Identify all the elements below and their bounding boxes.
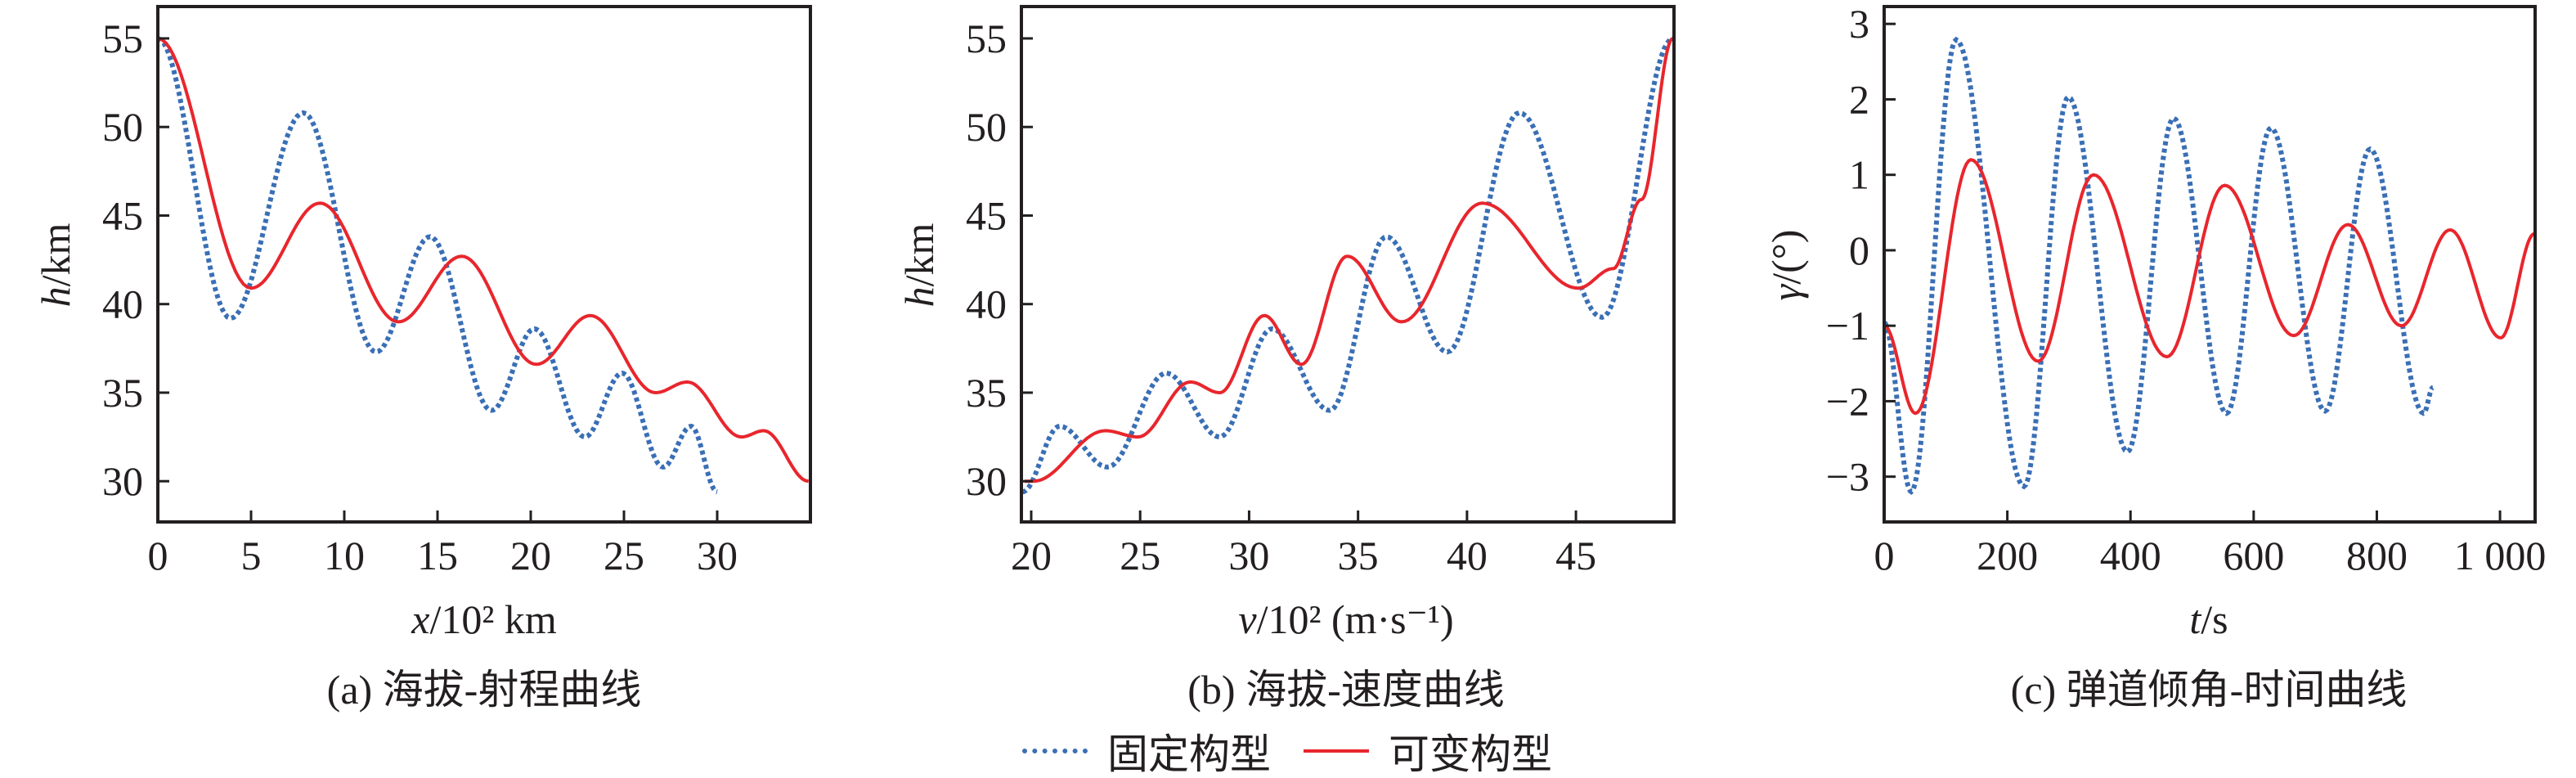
y-tick-label: 50 (102, 104, 143, 150)
x-tick-label: 5 (241, 533, 262, 578)
x-tick-label: 600 (2223, 533, 2284, 578)
x-axis-unit: /s (2201, 596, 2228, 642)
x-axis-label-a: x/10² km (411, 596, 556, 643)
y-tick-label: 0 (1849, 227, 1869, 273)
plot-frame (156, 5, 812, 524)
y-tick-label: 1 (1849, 152, 1869, 198)
y-tick-label: 3 (1849, 1, 1869, 47)
x-axis-label-b: v/10² (m·s⁻¹) (1238, 596, 1453, 643)
series-line-variable (1025, 37, 1674, 483)
y-tick-label: 55 (966, 16, 1007, 61)
y-tick-label: 2 (1849, 76, 1869, 122)
x-axis-variable: t (2189, 596, 2201, 642)
legend-label-variable: 可变构型 (1389, 731, 1552, 777)
x-tick-label: 30 (697, 533, 738, 578)
series-line-variable (1884, 158, 2535, 416)
series-line-fixed (158, 36, 718, 495)
caption-c: (c) 弹道倾角-时间曲线 (2010, 667, 2408, 713)
x-axis-unit: /10² (m·s⁻¹) (1256, 596, 1454, 642)
y-tick-label: 35 (966, 370, 1007, 416)
x-tick-label: 25 (604, 533, 644, 578)
legend-swatch-dotted (1022, 749, 1088, 753)
y-axis-unit: /(°) (1763, 229, 1809, 285)
y-axis-label-c: γ/(°) (1762, 230, 1810, 301)
y-tick-label: 40 (102, 281, 143, 327)
y-tick-label: 55 (102, 16, 143, 61)
legend-swatch-solid (1304, 749, 1369, 753)
x-axis-unit: /10² km (429, 596, 557, 642)
y-tick-label: 50 (966, 104, 1007, 150)
y-tick-label: 40 (966, 281, 1007, 327)
x-tick-label: 200 (1977, 533, 2038, 578)
x-tick-label: 800 (2346, 533, 2408, 578)
legend-label-fixed: 固定构型 (1107, 731, 1271, 777)
y-tick-label: −1 (1826, 303, 1869, 349)
y-axis-unit: /km (896, 223, 942, 287)
plot-frame (1020, 5, 1676, 524)
x-axis-label-c: t/s (2189, 596, 2228, 643)
y-tick-label: 35 (102, 370, 143, 416)
x-tick-label: 0 (148, 533, 168, 578)
series-line-fixed (1021, 36, 1674, 495)
x-tick-label: 30 (1228, 533, 1269, 578)
x-tick-label: 45 (1555, 533, 1596, 578)
legend: 固定构型 可变构型 (1022, 726, 1585, 777)
x-tick-label: 10 (324, 533, 365, 578)
x-axis-variable: x (411, 596, 430, 642)
legend-item-fixed: 固定构型 (1022, 722, 1271, 778)
y-axis-variable: h (896, 286, 942, 308)
chart-panel-a: 0 5 10 15 20 25 30 30 35 40 45 50 55 (102, 5, 812, 578)
x-tick-label: 400 (2100, 533, 2161, 578)
x-tick-label: 20 (1011, 533, 1052, 578)
y-tick-label: 30 (102, 458, 143, 504)
x-tick-label: 15 (417, 533, 458, 578)
y-tick-label: 30 (966, 458, 1007, 504)
y-tick-label: −3 (1826, 454, 1869, 500)
plot-frame (1883, 5, 2537, 524)
series-line-fixed (1884, 36, 2435, 496)
x-tick-label: 40 (1447, 533, 1488, 578)
y-axis-label-a: h/km (32, 223, 79, 308)
y-tick-label: 45 (102, 192, 143, 238)
x-tick-label: 20 (510, 533, 551, 578)
y-axis-unit: /km (33, 223, 79, 287)
chart-panel-c: 0 200 400 600 800 1 000 −3 −2 −1 0 1 2 3 (1826, 1, 2547, 578)
y-axis-variable: h (33, 286, 79, 308)
y-axis-variable: γ (1763, 284, 1809, 301)
y-tick-label: 45 (966, 192, 1007, 238)
x-tick-label: 35 (1338, 533, 1379, 578)
y-axis-label-b: h/km (895, 223, 943, 308)
y-tick-label: −2 (1826, 378, 1869, 424)
legend-item-variable: 可变构型 (1304, 722, 1552, 778)
x-tick-label: 1 000 (2454, 533, 2547, 578)
x-axis-variable: v (1238, 596, 1257, 642)
caption-a: (a) 海拔-射程曲线 (326, 667, 642, 713)
caption-b: (b) 海拔-速度曲线 (1187, 667, 1505, 713)
x-tick-label: 0 (1874, 533, 1895, 578)
x-tick-label: 25 (1120, 533, 1160, 578)
series-line-variable (158, 37, 809, 483)
chart-panel-b: 20 25 30 35 40 45 30 35 40 45 50 55 (966, 5, 1676, 578)
